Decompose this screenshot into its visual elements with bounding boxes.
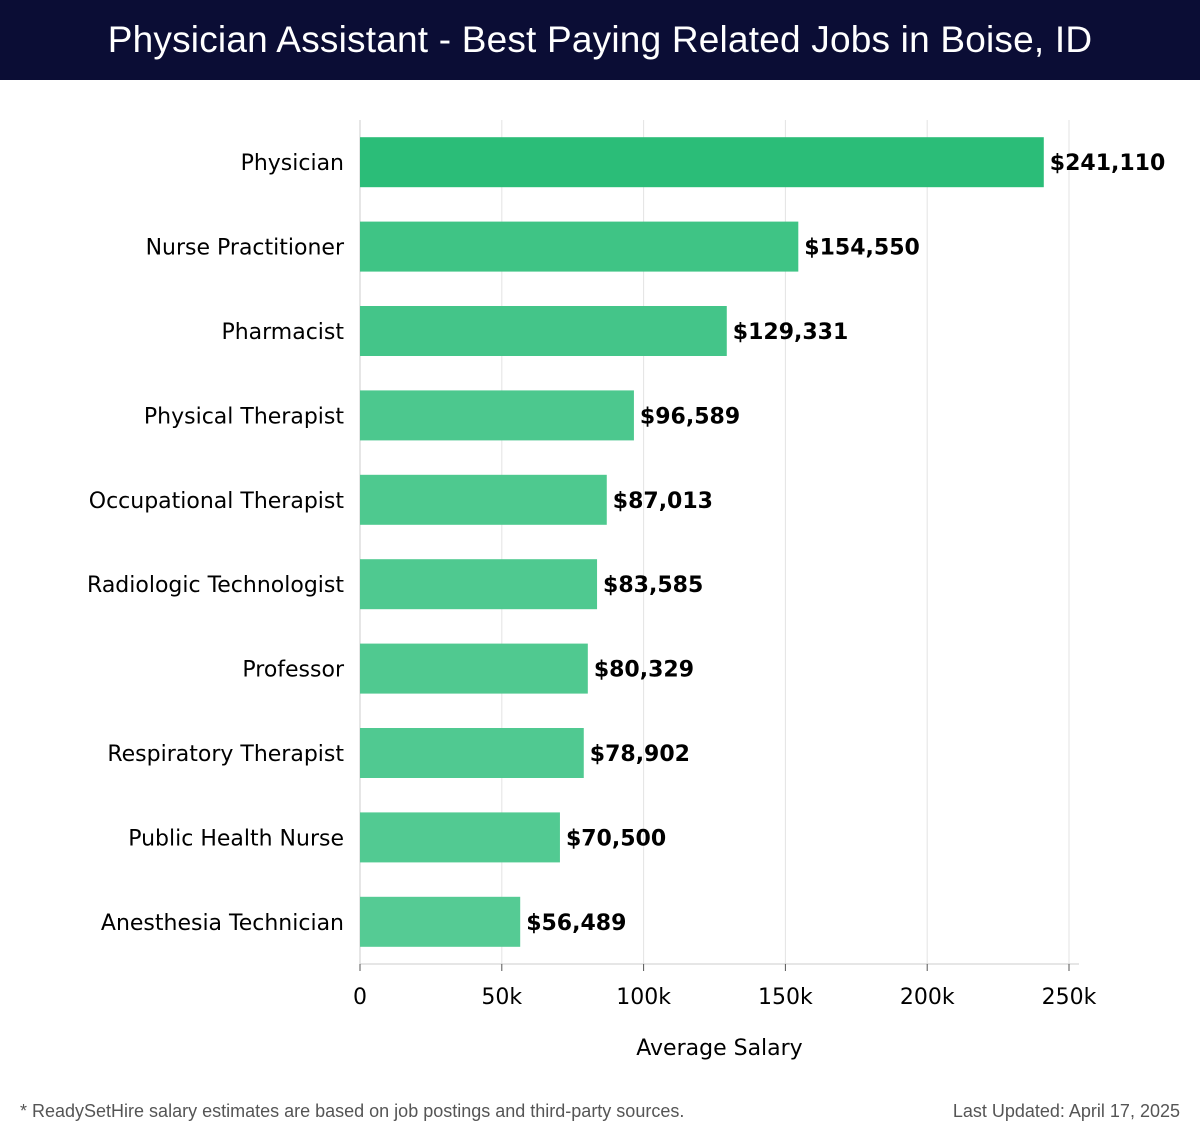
footer-note: * ReadySetHire salary estimates are base… [20,1101,685,1121]
category-label: Pharmacist [221,320,344,345]
category-label: Professor [242,658,345,683]
bar [360,812,560,863]
chart-title: Physician Assistant - Best Paying Relate… [107,19,1093,60]
data-label: $154,550 [804,236,920,261]
data-label: $78,902 [590,742,690,767]
data-label: $87,013 [613,489,713,514]
bar [360,137,1044,188]
bar [360,559,598,610]
category-label: Occupational Therapist [89,489,345,514]
chart-header: Physician Assistant - Best Paying Relate… [0,0,1200,80]
category-label: Anesthesia Technician [101,911,344,936]
category-label: Nurse Practitioner [146,236,345,261]
data-label: $70,500 [566,826,666,851]
data-label: $80,329 [594,658,694,683]
x-tick-label: 0 [353,985,367,1010]
x-tick-label: 200k [900,985,955,1010]
x-tick-label: 150k [758,985,813,1010]
bar [360,896,521,947]
data-label: $56,489 [526,911,626,936]
x-tick-label: 250k [1042,985,1097,1010]
x-tick-label: 50k [481,985,522,1010]
category-label: Physical Therapist [144,404,344,429]
x-tick-label: 100k [616,985,671,1010]
bar [360,728,584,778]
category-label: Physician [241,151,344,176]
data-label: $96,589 [640,404,740,429]
x-axis-title: Average Salary [636,1036,802,1061]
data-label: $129,331 [733,320,849,345]
bar [360,221,799,272]
category-label: Public Health Nurse [128,826,344,851]
bar [360,306,727,356]
bar [360,474,607,525]
data-label: $241,110 [1050,151,1166,176]
bar [360,390,634,441]
category-label: Respiratory Therapist [107,742,344,767]
bar [360,643,588,694]
footer-updated: Last Updated: April 17, 2025 [952,1101,1180,1121]
data-label: $83,585 [603,573,703,598]
category-label: Radiologic Technologist [87,573,344,598]
